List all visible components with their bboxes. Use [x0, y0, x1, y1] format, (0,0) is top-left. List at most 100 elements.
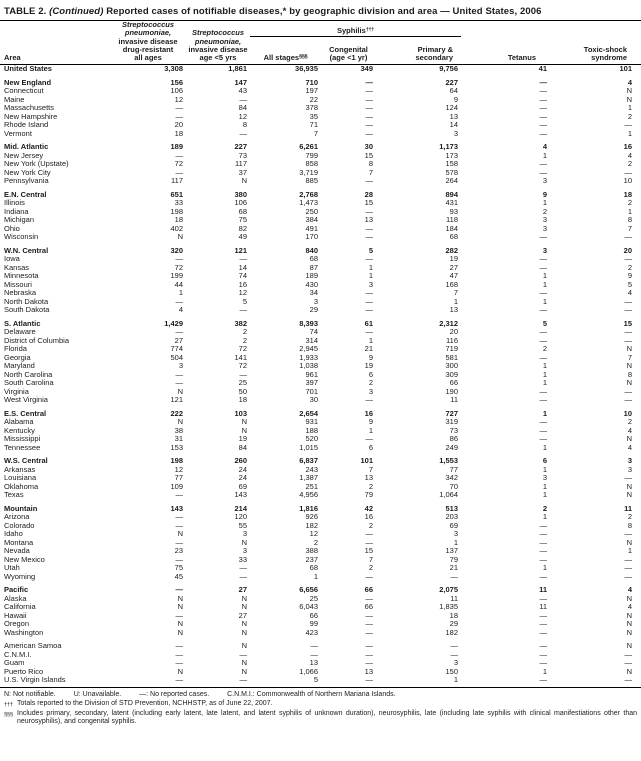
area-cell: Virginia: [4, 386, 29, 396]
value-cell: 18: [623, 189, 633, 199]
value-cell: N: [177, 666, 183, 676]
value-cell: 3,719: [299, 167, 318, 177]
area-cell: Louisiana: [4, 473, 37, 483]
value-cell: 491: [305, 223, 318, 233]
value-cell: 402: [170, 223, 183, 233]
value-cell: —: [175, 675, 184, 685]
value-cell: 9: [627, 271, 633, 281]
value-cell: —: [365, 675, 374, 685]
value-cell: 16: [238, 279, 247, 289]
value-cell: N: [626, 619, 633, 629]
area-cell: Ohio: [4, 223, 20, 233]
value-cell: 118: [446, 215, 459, 225]
area-cell: Tennessee: [4, 442, 41, 452]
value-cell: 581: [445, 352, 459, 362]
value-cell: 3,308: [164, 64, 183, 74]
value-cell: 3: [313, 296, 318, 306]
value-cell: —: [175, 296, 184, 306]
value-cell: 79: [364, 490, 373, 500]
value-cell: —: [539, 537, 548, 547]
value-cell: —: [175, 111, 184, 121]
value-cell: 75: [174, 563, 183, 573]
value-cell: —: [539, 262, 548, 272]
value-cell: —: [365, 176, 374, 186]
value-cell: 203: [445, 512, 459, 522]
table-row: Arizona — 120 926 16 203 1 2: [0, 513, 641, 522]
value-cell: 1,387: [299, 473, 318, 483]
table-row: Kentucky 38 N 188 1 73 — 4: [0, 426, 641, 436]
table-row: Montana — N 2 — 1 — N: [0, 537, 641, 548]
value-cell: —: [624, 473, 633, 483]
value-cell: —: [175, 103, 184, 113]
value-cell: 858: [305, 159, 318, 169]
value-cell: —: [624, 658, 633, 668]
value-cell: —: [539, 103, 548, 113]
area-cell: Alabama: [4, 417, 34, 427]
value-cell: 11: [450, 593, 459, 603]
table-title-prefix: TABLE 2.: [4, 6, 47, 17]
value-cell: 1: [542, 279, 548, 289]
value-cell: 6: [368, 442, 373, 452]
value-cell: 2: [542, 503, 548, 513]
table-row: Georgia 504 141 1,933 9 581 — 7: [0, 352, 641, 363]
table-row: W.N. Central 320 121 840 5 282 3 20: [0, 242, 641, 256]
value-cell: 3: [542, 245, 548, 255]
table-row: Oklahoma 109 69 251 2 70 1 N: [0, 481, 641, 492]
value-cell: N: [626, 361, 633, 371]
value-cell: —: [239, 128, 248, 138]
value-cell: —: [175, 641, 184, 651]
value-cell: 1: [368, 262, 373, 272]
value-cell: 182: [305, 520, 318, 530]
value-cell: 3: [627, 464, 633, 474]
footnote-legend: N: Not notifiable. U: Unavailable. —: No…: [4, 691, 637, 699]
table-header: Area Streptococcus pneumoniae, invasive …: [0, 20, 641, 65]
value-cell: N: [177, 593, 183, 603]
value-cell: 1,064: [439, 490, 459, 500]
value-cell: 4: [627, 602, 633, 612]
value-cell: N: [626, 481, 633, 491]
table-row: Puerto Rico N N 1,066 13 150 1 N: [0, 666, 641, 677]
value-cell: 99: [309, 619, 318, 629]
table-row: Texas — 143 4,956 79 1,064 1 N: [0, 491, 641, 500]
value-cell: —: [539, 86, 548, 96]
column-header-primary-secondary: Primary & secondary: [415, 44, 454, 63]
value-cell: 885: [305, 176, 318, 186]
value-cell: 15: [364, 198, 373, 208]
table-row: S. Atlantic 1,429 382 8,393 61 2,312 5 15: [0, 315, 641, 329]
value-cell: 137: [445, 546, 459, 556]
value-cell: 2,075: [439, 585, 459, 595]
value-cell: 7: [368, 464, 373, 474]
value-cell: 431: [445, 198, 459, 208]
value-cell: 799: [305, 150, 318, 160]
value-cell: 2: [627, 198, 633, 208]
value-cell: 9: [368, 352, 373, 362]
value-cell: —: [450, 649, 459, 659]
value-cell: 9: [368, 417, 373, 427]
value-cell: 7: [313, 128, 318, 138]
value-cell: 7: [368, 167, 373, 177]
value-cell: 7: [627, 352, 633, 362]
value-cell: 173: [445, 150, 459, 160]
area-cell: U.S. Virgin Islands: [4, 675, 66, 685]
table-title: TABLE 2. (Continued) Reported cases of n…: [0, 5, 641, 21]
dagger-text: Totals reported to the Division of STD P…: [17, 700, 273, 708]
value-cell: 12: [238, 288, 247, 298]
value-cell: 214: [234, 503, 247, 513]
value-cell: 710: [305, 77, 318, 87]
value-cell: —: [624, 675, 633, 685]
syphilis-footnote-marker: †††: [365, 26, 375, 33]
value-cell: 2: [242, 327, 247, 337]
value-cell: —: [310, 641, 319, 651]
value-cell: 378: [305, 103, 318, 113]
table-row: Rhode Island 20 8 71 — 14 — —: [0, 121, 641, 130]
column-header-area: Area: [4, 53, 21, 63]
area-cell: E.S. Central: [4, 408, 47, 418]
value-cell: 72: [174, 159, 183, 169]
value-cell: —: [539, 641, 548, 651]
value-cell: 1,173: [439, 142, 459, 152]
area-cell: Guam: [4, 658, 25, 668]
value-cell: —: [365, 610, 374, 620]
value-cell: 72: [238, 344, 247, 354]
value-cell: 2: [242, 335, 247, 345]
area-cell: American Samoa: [4, 641, 62, 651]
